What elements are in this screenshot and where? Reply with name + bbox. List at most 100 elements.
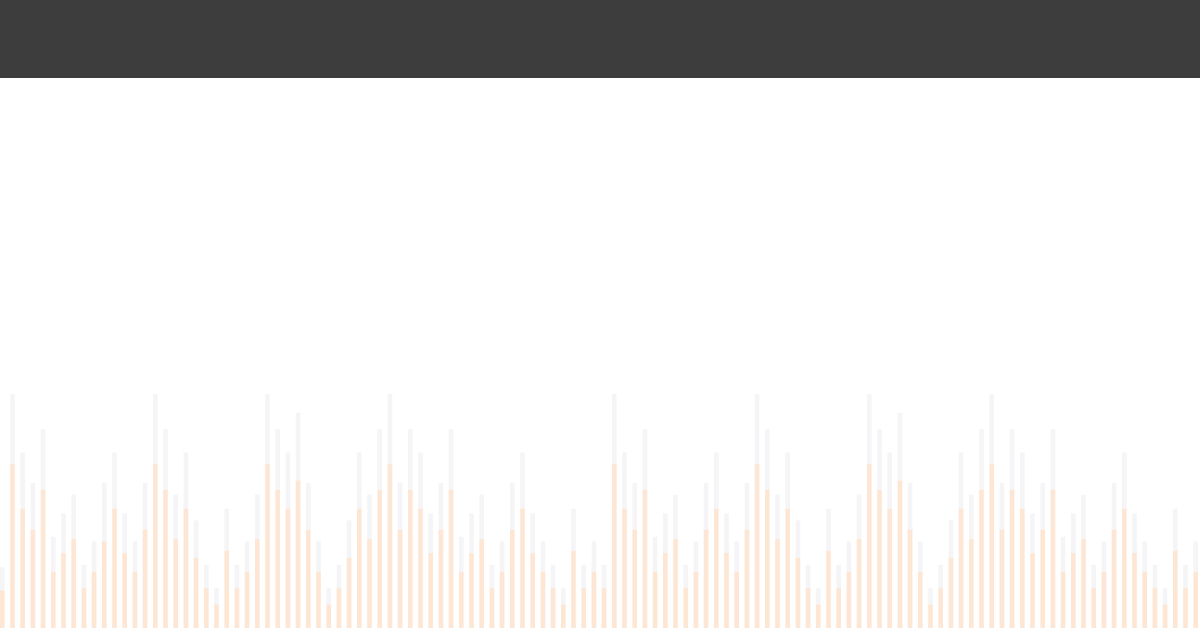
waveform-bar xyxy=(214,604,219,628)
waveform-bar xyxy=(306,529,311,628)
waveform-bar xyxy=(581,588,586,628)
waveform-bar xyxy=(489,588,495,628)
waveform-bar xyxy=(224,550,229,628)
waveform-bar xyxy=(499,571,505,628)
waveform-bar xyxy=(724,553,729,628)
waveform-bar xyxy=(183,508,189,628)
waveform-bar xyxy=(1183,588,1188,628)
waveform-bar xyxy=(397,529,403,628)
waveform-bar xyxy=(1071,553,1076,628)
waveform-bar xyxy=(10,464,15,628)
waveform-bar xyxy=(122,553,127,628)
waveform-bar xyxy=(663,553,668,628)
waveform-bar xyxy=(510,529,515,628)
waveform-bar xyxy=(958,508,964,628)
waveform-bar xyxy=(775,539,780,628)
waveform-bar xyxy=(744,529,750,628)
waveform-bar xyxy=(408,489,413,628)
waveform-bar xyxy=(642,489,648,628)
waveform-bar xyxy=(234,588,240,628)
waveform-bar xyxy=(907,529,913,628)
waveform-bar xyxy=(1060,571,1066,628)
waveform-bar xyxy=(40,489,46,628)
waveform-bar xyxy=(112,508,117,628)
waveform-bar xyxy=(826,550,831,628)
waveform-canvas xyxy=(0,394,1198,628)
waveform-bar xyxy=(612,464,617,628)
waveform-bar xyxy=(81,588,87,628)
waveform-bar xyxy=(265,464,270,628)
waveform-bar xyxy=(1122,508,1127,628)
waveform-bar xyxy=(255,539,260,628)
waveform-bar xyxy=(448,489,454,628)
waveform-bar xyxy=(918,571,923,628)
waveform-bar xyxy=(193,557,199,628)
waveform-bar xyxy=(785,508,790,628)
waveform-bar xyxy=(173,539,178,628)
waveform-bar xyxy=(1081,539,1086,628)
waveform-bar xyxy=(428,553,433,628)
waveform-bar xyxy=(346,557,352,628)
waveform-bar xyxy=(561,604,566,628)
waveform-bar xyxy=(326,604,331,628)
waveform-bar xyxy=(1020,508,1025,628)
waveform-bar xyxy=(102,541,107,628)
waveform-bar xyxy=(805,588,811,628)
waveform-bar xyxy=(1132,553,1137,628)
waveform-bar xyxy=(571,550,576,628)
waveform-bar xyxy=(418,508,423,628)
waveform-bar xyxy=(204,588,209,628)
waveform-bar xyxy=(336,588,342,628)
waveform-bar xyxy=(989,464,994,628)
waveform-bar xyxy=(244,571,250,628)
waveform-bar xyxy=(897,480,903,628)
waveform-bar xyxy=(877,489,882,628)
waveform-bar xyxy=(550,588,556,628)
waveform-bar xyxy=(1111,529,1117,628)
waveform-bar xyxy=(142,529,148,628)
waveform-bar xyxy=(1162,604,1168,628)
waveform-bar xyxy=(91,571,97,628)
waveform-bar xyxy=(1193,571,1198,628)
header-bar xyxy=(0,0,1200,78)
waveform-bar xyxy=(969,539,974,628)
waveform-bar xyxy=(20,508,25,628)
waveform-bar xyxy=(316,571,321,628)
waveform-bar xyxy=(632,529,637,628)
waveform-bar xyxy=(683,588,688,628)
audio-waveform[interactable] xyxy=(0,380,1200,628)
waveform-bar xyxy=(816,604,821,628)
waveform-bar xyxy=(703,529,709,628)
waveform-bar xyxy=(928,604,933,628)
waveform-bar xyxy=(1142,571,1147,628)
waveform-bar xyxy=(591,571,597,628)
waveform-bar xyxy=(867,464,872,628)
waveform-bar xyxy=(999,529,1005,628)
waveform-bar xyxy=(836,588,841,628)
waveform-bar xyxy=(295,480,301,628)
waveform-bar xyxy=(367,539,372,628)
waveform-bar xyxy=(948,557,954,628)
waveform-bar xyxy=(887,508,892,628)
waveform-bar xyxy=(377,489,382,628)
waveform-bar xyxy=(153,464,158,628)
waveform-bar xyxy=(30,529,36,628)
waveform-bar xyxy=(469,553,474,628)
waveform-bar xyxy=(765,489,770,628)
waveform-bar xyxy=(1101,571,1107,628)
waveform-bar xyxy=(795,557,801,628)
waveform-bar xyxy=(1030,553,1035,628)
waveform-bar xyxy=(652,571,658,628)
waveform-bar xyxy=(1009,489,1015,628)
waveform-bar xyxy=(61,553,66,628)
waveform-bar xyxy=(673,539,678,628)
waveform-bar xyxy=(1091,588,1096,628)
waveform-bar xyxy=(387,464,393,628)
waveform-bar xyxy=(438,529,444,628)
waveform-bar xyxy=(979,489,984,628)
waveform-bar xyxy=(530,553,535,628)
waveform-bar xyxy=(357,508,362,628)
waveform-bar xyxy=(1040,529,1045,628)
waveform-bar xyxy=(520,508,525,628)
waveform-bar xyxy=(938,588,943,628)
